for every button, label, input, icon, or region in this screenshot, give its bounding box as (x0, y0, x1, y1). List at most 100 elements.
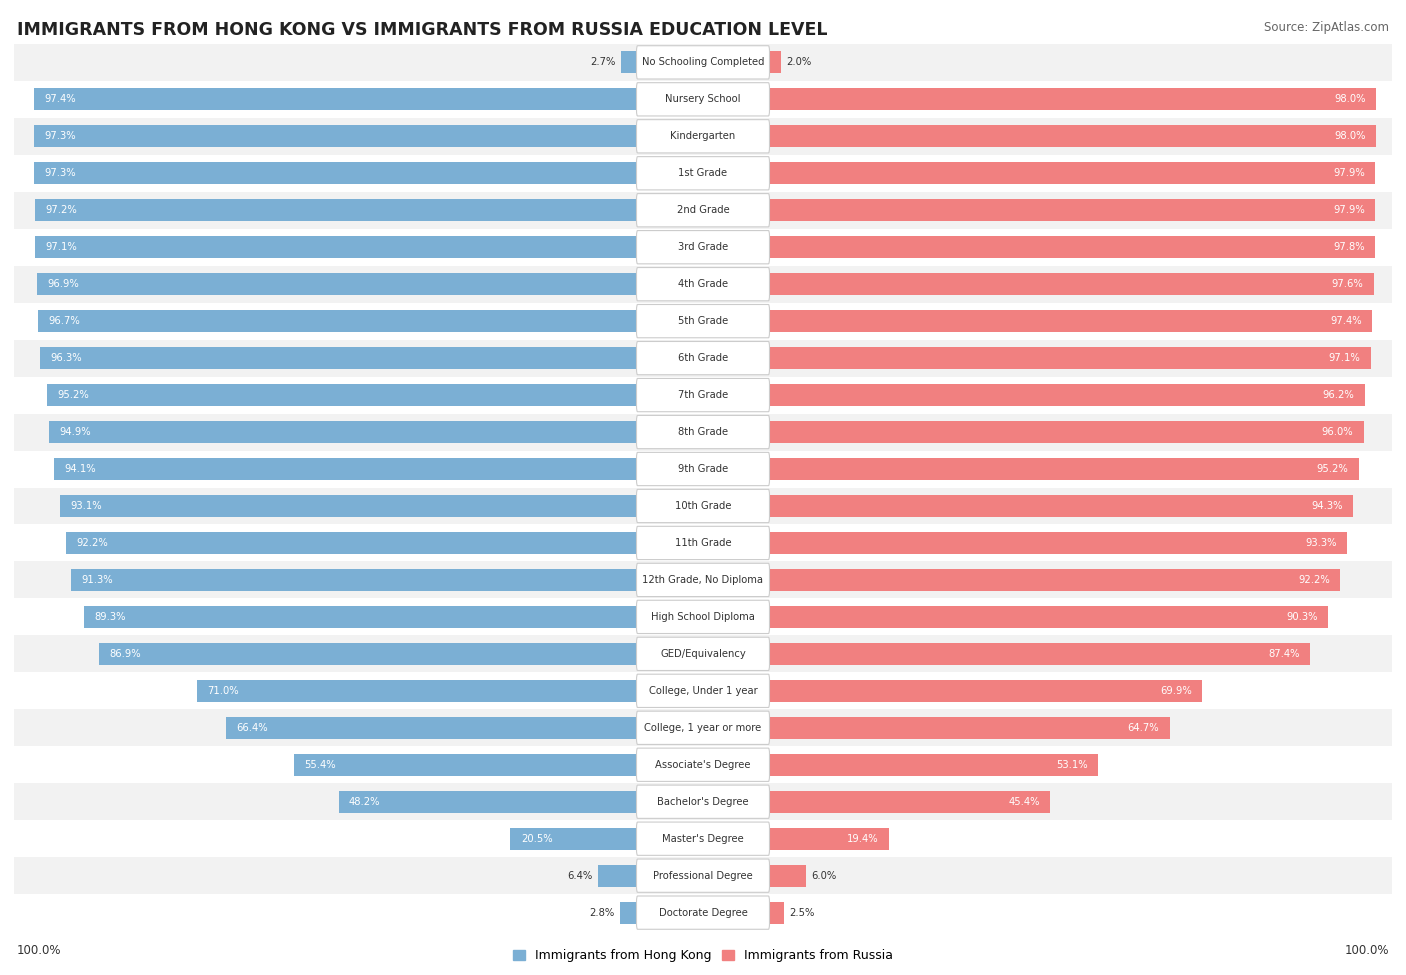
Text: 90.3%: 90.3% (1286, 612, 1317, 622)
Bar (48, 384, 637, 407)
FancyBboxPatch shape (637, 415, 769, 448)
Bar (769, 273, 1374, 295)
Text: 2.8%: 2.8% (589, 908, 614, 917)
Text: 97.9%: 97.9% (1333, 205, 1365, 215)
Text: 97.4%: 97.4% (44, 95, 76, 104)
FancyBboxPatch shape (637, 526, 769, 560)
Text: 95.2%: 95.2% (58, 390, 90, 400)
Text: 97.9%: 97.9% (1333, 169, 1365, 178)
Text: 93.3%: 93.3% (1305, 538, 1337, 548)
Text: 94.9%: 94.9% (59, 427, 91, 437)
FancyBboxPatch shape (637, 230, 769, 264)
Bar (14, 413, 1392, 450)
Text: 93.1%: 93.1% (70, 501, 103, 511)
Bar (37, 273, 637, 295)
FancyBboxPatch shape (637, 896, 769, 929)
Text: 6.4%: 6.4% (567, 871, 592, 880)
Text: 12th Grade, No Diploma: 12th Grade, No Diploma (643, 575, 763, 585)
Text: No Schooling Completed: No Schooling Completed (641, 58, 765, 67)
Text: 11th Grade: 11th Grade (675, 538, 731, 548)
Text: 3rd Grade: 3rd Grade (678, 242, 728, 253)
Text: 100.0%: 100.0% (17, 945, 62, 957)
Bar (14, 673, 1392, 709)
Text: 98.0%: 98.0% (1334, 132, 1365, 141)
Text: 6.0%: 6.0% (811, 871, 837, 880)
Text: 95.2%: 95.2% (1316, 464, 1348, 474)
Bar (14, 81, 1392, 118)
Text: 2nd Grade: 2nd Grade (676, 205, 730, 215)
Bar (14, 562, 1392, 599)
Text: IMMIGRANTS FROM HONG KONG VS IMMIGRANTS FROM RUSSIA EDUCATION LEVEL: IMMIGRANTS FROM HONG KONG VS IMMIGRANTS … (17, 21, 827, 39)
FancyBboxPatch shape (637, 822, 769, 855)
FancyBboxPatch shape (637, 267, 769, 301)
Text: 48.2%: 48.2% (349, 797, 381, 806)
Bar (769, 680, 1202, 702)
Text: Professional Degree: Professional Degree (654, 871, 752, 880)
Bar (14, 339, 1392, 376)
Bar (769, 754, 1098, 776)
Text: 2.5%: 2.5% (789, 908, 815, 917)
Bar (66, 532, 637, 554)
Text: College, 1 year or more: College, 1 year or more (644, 722, 762, 733)
Text: 2.7%: 2.7% (591, 58, 616, 67)
Text: Doctorate Degree: Doctorate Degree (658, 908, 748, 917)
Text: Associate's Degree: Associate's Degree (655, 760, 751, 770)
Bar (769, 162, 1375, 184)
Text: 100.0%: 100.0% (1344, 945, 1389, 957)
FancyBboxPatch shape (637, 194, 769, 227)
Bar (769, 236, 1375, 258)
Bar (14, 118, 1392, 155)
Bar (769, 421, 1364, 443)
Text: 92.2%: 92.2% (1298, 575, 1330, 585)
FancyBboxPatch shape (637, 674, 769, 708)
Text: 92.2%: 92.2% (76, 538, 108, 548)
Bar (769, 532, 1347, 554)
Bar (769, 88, 1376, 110)
Bar (339, 791, 637, 813)
Bar (598, 865, 637, 887)
Text: 1st Grade: 1st Grade (679, 169, 727, 178)
Bar (14, 229, 1392, 265)
Text: 96.0%: 96.0% (1322, 427, 1354, 437)
Bar (769, 902, 785, 923)
Bar (53, 458, 637, 480)
Bar (72, 568, 637, 591)
Bar (14, 450, 1392, 488)
Bar (769, 643, 1310, 665)
Bar (14, 302, 1392, 339)
FancyBboxPatch shape (637, 564, 769, 597)
Text: 45.4%: 45.4% (1008, 797, 1039, 806)
Bar (14, 44, 1392, 81)
FancyBboxPatch shape (637, 711, 769, 745)
Text: Source: ZipAtlas.com: Source: ZipAtlas.com (1264, 21, 1389, 34)
FancyBboxPatch shape (637, 489, 769, 523)
Bar (769, 458, 1358, 480)
Text: 20.5%: 20.5% (520, 834, 553, 843)
Bar (41, 347, 637, 370)
Text: 87.4%: 87.4% (1268, 648, 1301, 659)
Bar (769, 605, 1329, 628)
Bar (510, 828, 637, 850)
Text: 7th Grade: 7th Grade (678, 390, 728, 400)
Bar (769, 384, 1365, 407)
Bar (14, 783, 1392, 820)
Text: 19.4%: 19.4% (846, 834, 879, 843)
Text: 97.1%: 97.1% (46, 242, 77, 253)
FancyBboxPatch shape (637, 46, 769, 79)
Bar (294, 754, 637, 776)
Text: 86.9%: 86.9% (110, 648, 141, 659)
Text: 96.7%: 96.7% (48, 316, 80, 327)
Text: 64.7%: 64.7% (1128, 722, 1160, 733)
Legend: Immigrants from Hong Kong, Immigrants from Russia: Immigrants from Hong Kong, Immigrants fr… (508, 945, 898, 967)
Text: 2.0%: 2.0% (786, 58, 811, 67)
Bar (197, 680, 637, 702)
Bar (769, 347, 1371, 370)
Bar (769, 495, 1353, 517)
Bar (769, 52, 780, 73)
Text: 94.3%: 94.3% (1312, 501, 1343, 511)
Bar (14, 192, 1392, 229)
Bar (35, 199, 637, 221)
FancyBboxPatch shape (637, 638, 769, 671)
Text: 53.1%: 53.1% (1056, 760, 1087, 770)
Bar (620, 902, 637, 923)
